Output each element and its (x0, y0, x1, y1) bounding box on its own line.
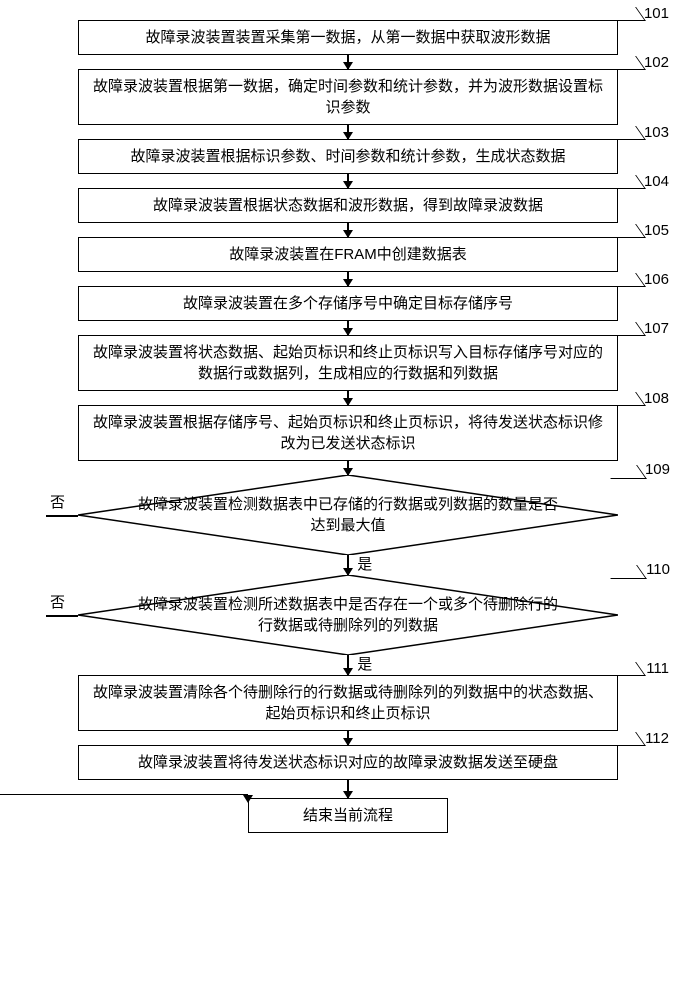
step-112-text: 故障录波装置将待发送状态标识对应的故障录波数据发送至硬盘 (138, 754, 558, 771)
step-104-text: 故障录波装置根据状态数据和波形数据，得到故障录波数据 (153, 197, 543, 214)
step-108-num: 108 (644, 388, 669, 409)
step-108: 故障录波装置根据存储序号、起始页标识和终止页标识，将待发送状态标识修改为已发送状… (78, 405, 618, 461)
step-112: 故障录波装置将待发送状态标识对应的故障录波数据发送至硬盘 112 (78, 745, 618, 780)
end-text: 结束当前流程 (303, 807, 393, 824)
step-106-text: 故障录波装置在多个存储序号中确定目标存储序号 (183, 295, 513, 312)
connector: 是 (347, 555, 349, 575)
step-103-text: 故障录波装置根据标识参数、时间参数和统计参数，生成状态数据 (130, 148, 565, 165)
yes-label-109: 是 (357, 553, 372, 574)
no-label-110: 否 (50, 591, 65, 612)
step-111-num: 111 (646, 658, 669, 679)
step-105-text: 故障录波装置在FRAM中创建数据表 (229, 246, 467, 263)
step-103: 故障录波装置根据标识参数、时间参数和统计参数，生成状态数据 103 (78, 139, 618, 174)
step-102-num: 102 (644, 52, 669, 73)
connector (347, 780, 349, 798)
decision-109-wrap: 否 故障录波装置检测数据表中已存储的行数据或列数据的数量是否达到最大值 109 (78, 475, 618, 555)
connector (347, 125, 349, 139)
decision-110-num: 110 (646, 561, 670, 578)
step-111: 故障录波装置清除各个待删除行的行数据或待删除列的列数据中的状态数据、起始页标识和… (78, 675, 618, 731)
step-107-num: 107 (644, 318, 669, 339)
decision-110: 故障录波装置检测所述数据表中是否存在一个或多个待删除行的行数据或待删除列的列数据 (78, 575, 618, 655)
step-101-text: 故障录波装置装置采集第一数据，从第一数据中获取波形数据 (145, 29, 550, 46)
step-102: 故障录波装置根据第一数据，确定时间参数和统计参数，并为波形数据设置标识参数 10… (78, 69, 618, 125)
step-111-text: 故障录波装置清除各个待删除行的行数据或待删除列的列数据中的状态数据、起始页标识和… (93, 684, 603, 722)
step-101: 故障录波装置装置采集第一数据，从第一数据中获取波形数据 101 (78, 20, 618, 55)
step-108-text: 故障录波装置根据存储序号、起始页标识和终止页标识，将待发送状态标识修改为已发送状… (93, 414, 603, 452)
connector (347, 321, 349, 335)
connector (347, 461, 349, 475)
no-return-h (0, 794, 248, 796)
connector: 是 (347, 655, 349, 675)
step-104: 故障录波装置根据状态数据和波形数据，得到故障录波数据 104 (78, 188, 618, 223)
decision-110-wrap: 否 故障录波装置检测所述数据表中是否存在一个或多个待删除行的行数据或待删除列的列… (78, 575, 618, 655)
step-107-text: 故障录波装置将状态数据、起始页标识和终止页标识写入目标存储序号对应的数据行或数据… (93, 344, 603, 382)
step-102-text: 故障录波装置根据第一数据，确定时间参数和统计参数，并为波形数据设置标识参数 (93, 78, 603, 116)
connector (347, 272, 349, 286)
decision-109-text: 故障录波装置检测数据表中已存储的行数据或列数据的数量是否达到最大值 (138, 494, 558, 536)
decision-110-text: 故障录波装置检测所述数据表中是否存在一个或多个待删除行的行数据或待删除列的列数据 (138, 594, 558, 636)
flowchart-root: 故障录波装置装置采集第一数据，从第一数据中获取波形数据 101 故障录波装置根据… (30, 20, 666, 833)
step-101-num: 101 (644, 3, 669, 24)
yes-label-110: 是 (357, 653, 372, 674)
step-105-num: 105 (644, 220, 669, 241)
step-103-num: 103 (644, 122, 669, 143)
connector (347, 55, 349, 69)
step-105: 故障录波装置在FRAM中创建数据表 105 (78, 237, 618, 272)
connector (347, 391, 349, 405)
connector (347, 731, 349, 745)
decision-109-num: 109 (645, 461, 670, 478)
step-112-num: 112 (645, 728, 669, 749)
decision-109: 故障录波装置检测数据表中已存储的行数据或列数据的数量是否达到最大值 (78, 475, 618, 555)
no-label-109: 否 (50, 491, 65, 512)
connector (347, 223, 349, 237)
step-106: 故障录波装置在多个存储序号中确定目标存储序号 106 (78, 286, 618, 321)
no-h-109 (46, 515, 78, 517)
step-104-num: 104 (644, 171, 669, 192)
no-h-110 (46, 615, 78, 617)
step-106-num: 106 (644, 269, 669, 290)
end-box: 结束当前流程 (248, 798, 448, 833)
step-107: 故障录波装置将状态数据、起始页标识和终止页标识写入目标存储序号对应的数据行或数据… (78, 335, 618, 391)
connector (347, 174, 349, 188)
no-return-arrow-icon (243, 795, 253, 803)
